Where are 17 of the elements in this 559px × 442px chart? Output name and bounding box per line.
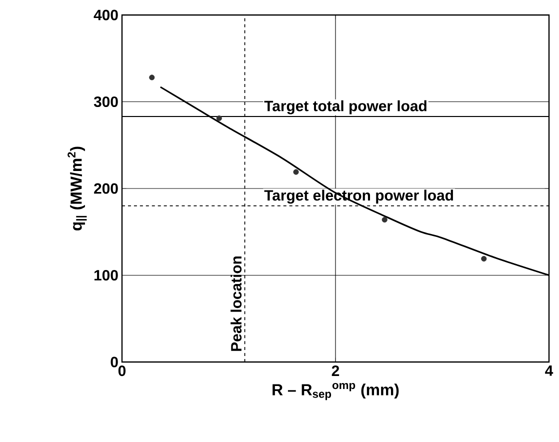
y-tick-label: 100 [94, 270, 118, 281]
point [481, 256, 487, 262]
x-tick-label: 4 [545, 366, 554, 376]
y-tick-label: 200 [94, 183, 118, 194]
y-tick-label: 0 [110, 356, 118, 368]
point [149, 74, 155, 80]
point [382, 216, 388, 223]
ref-line-label: Peak location [230, 256, 242, 351]
x-axis-title: R – R$_{sep}$$^{omp}$ (mm) [272, 382, 399, 400]
point [216, 115, 222, 122]
y-tick-label: 300 [94, 96, 118, 108]
y-tick-label: 400 [94, 10, 118, 20]
y-axis-title: q$_{||}$ (MW/m$^{2}$) [68, 146, 87, 230]
point [293, 169, 299, 175]
ref-line-label: Target total power load [264, 100, 426, 114]
x-tick-label: 0 [118, 366, 126, 376]
x-tick-label: 2 [332, 366, 340, 376]
